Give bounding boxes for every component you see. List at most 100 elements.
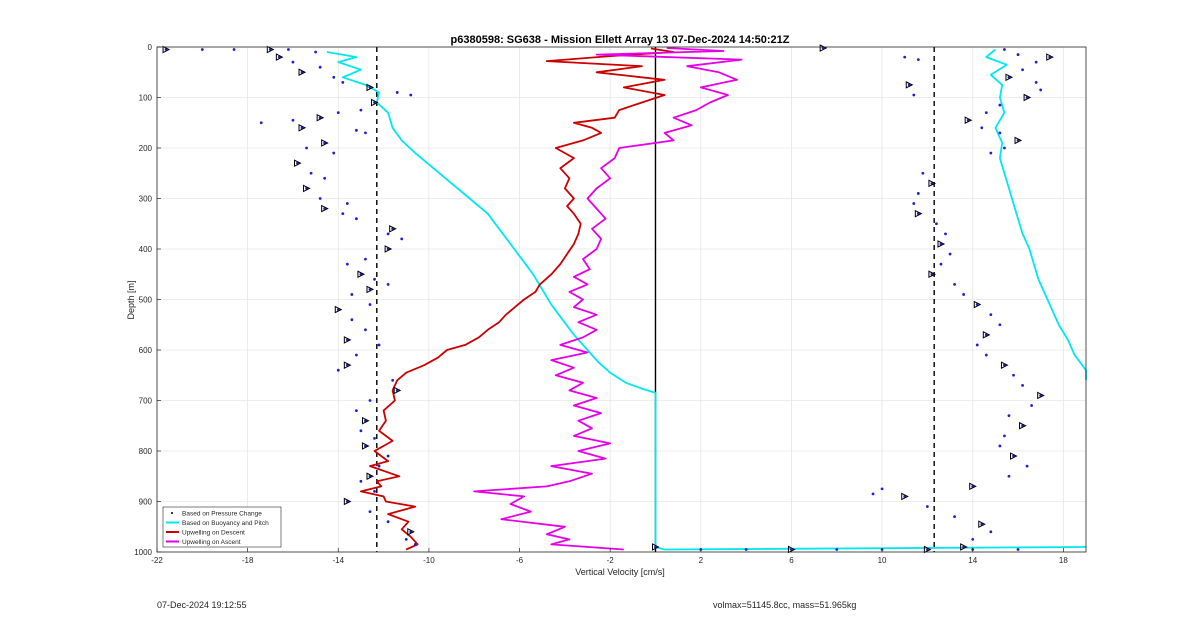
pressure-change-point [980, 126, 984, 130]
pressure-change-marker [298, 123, 307, 132]
pressure-change-point [354, 409, 358, 412]
x-tick-label: -22 [151, 556, 163, 565]
pressure-change-point [373, 277, 376, 281]
pressure-change-point [368, 303, 372, 306]
pressure-change-marker [1037, 391, 1045, 400]
pressure-change-marker [960, 543, 968, 551]
legend-label: Based on Buoyancy and Pitch [182, 520, 269, 527]
x-tick-label: -6 [516, 556, 524, 565]
footer-timestamp: 07-Dec-2024 19:12:55 [157, 600, 247, 610]
pressure-change-point [1025, 464, 1029, 468]
pressure-change-point [912, 202, 916, 205]
y-tick-label: 600 [139, 346, 153, 355]
pressure-change-point [359, 429, 363, 433]
pressure-change-point [336, 368, 340, 372]
pressure-change-point [364, 131, 367, 135]
pressure-change-marker [371, 98, 379, 107]
pressure-change-marker [964, 116, 973, 125]
pressure-change-point [400, 237, 404, 241]
pressure-change-marker [1009, 452, 1018, 460]
pressure-change-marker [937, 240, 946, 248]
pressure-change-point [318, 197, 322, 200]
x-tick-label: -10 [423, 556, 435, 565]
legend: Based on Pressure Change Based on Buoyanc… [162, 506, 282, 548]
pressure-change-marker [407, 527, 415, 536]
pressure-change-point [386, 232, 390, 236]
pressure-change-point [305, 146, 308, 150]
pressure-change-point [989, 151, 993, 155]
pressure-change-marker [162, 45, 171, 54]
pressure-change-marker [973, 300, 982, 309]
x-tick-label: 2 [699, 556, 704, 565]
y-axis-label: Depth [m] [126, 280, 136, 319]
pressure-change-point [921, 171, 925, 175]
pressure-change-marker [298, 68, 307, 77]
pressure-change-marker [316, 113, 325, 122]
based-on-buoyancy-and-pitch-line [985, 48, 1087, 381]
pressure-change-point [291, 60, 295, 64]
pressure-change-point [1003, 48, 1006, 51]
pressure-change-marker [905, 81, 914, 89]
pressure-change-point [309, 171, 313, 175]
y-tick-label: 500 [139, 296, 153, 305]
pressure-change-point [1007, 414, 1011, 418]
pressure-change-marker [1019, 421, 1027, 430]
pressure-change-point [354, 353, 358, 357]
pressure-change-point [953, 282, 956, 286]
pressure-change-point [916, 58, 920, 62]
x-tick-label: -14 [332, 556, 344, 565]
pressure-change-marker [357, 270, 366, 279]
pressure-change-point [350, 318, 354, 322]
pressure-change-point [354, 128, 358, 132]
pressure-change-point [925, 505, 929, 508]
pressure-change-point [1021, 68, 1024, 72]
marker-layer [162, 44, 1054, 554]
pressure-change-point [332, 75, 336, 79]
pressure-change-point [377, 464, 381, 468]
pressure-change-point [1039, 88, 1043, 92]
pressure-change-marker [651, 543, 660, 551]
x-tick-label: -18 [242, 556, 254, 565]
pressure-change-point [998, 444, 1002, 448]
pressure-change-point [1016, 548, 1020, 551]
pressure-change-point [332, 151, 336, 155]
pressure-change-marker [982, 331, 991, 339]
pressure-change-point [1021, 383, 1024, 387]
pressure-change-point [903, 55, 907, 59]
pressure-change-point [404, 537, 408, 541]
pressure-change-point [835, 548, 839, 551]
pressure-change-point [287, 48, 290, 51]
y-tick-label: 0 [148, 43, 153, 52]
pressure-change-point [359, 108, 363, 112]
pressure-change-point [368, 510, 372, 513]
pressure-change-point [871, 492, 875, 496]
pressure-change-point [409, 93, 413, 97]
pressure-change-marker [321, 204, 329, 213]
legend-label: Upwelling on Descent [182, 529, 245, 536]
pressure-change-point [291, 118, 295, 122]
pressure-change-marker [1005, 73, 1014, 82]
pressure-change-point [364, 328, 367, 332]
pressure-change-point [341, 212, 345, 216]
pressure-change-point [345, 262, 349, 266]
pressure-change-point [975, 343, 979, 347]
pressure-change-point [350, 293, 354, 296]
pressure-change-marker [293, 159, 302, 167]
pressure-change-marker [928, 270, 937, 279]
pressure-change-point [377, 343, 381, 347]
pressure-change-marker [343, 497, 352, 506]
legend-label: Based on Pressure Change [182, 510, 262, 517]
pressure-change-point [336, 111, 340, 115]
pressure-change-point [1007, 474, 1011, 478]
pressure-change-marker [969, 482, 977, 491]
pressure-change-point [984, 111, 988, 115]
pressure-change-marker [366, 285, 375, 294]
pressure-change-point [232, 48, 236, 51]
pressure-change-point [1012, 373, 1015, 377]
pressure-change-point [323, 176, 327, 180]
pressure-change-point [998, 103, 1002, 107]
pressure-change-point [971, 537, 975, 541]
pressure-change-marker [361, 416, 370, 425]
x-axis-label: Vertical Velocity [cm/s] [575, 567, 665, 577]
